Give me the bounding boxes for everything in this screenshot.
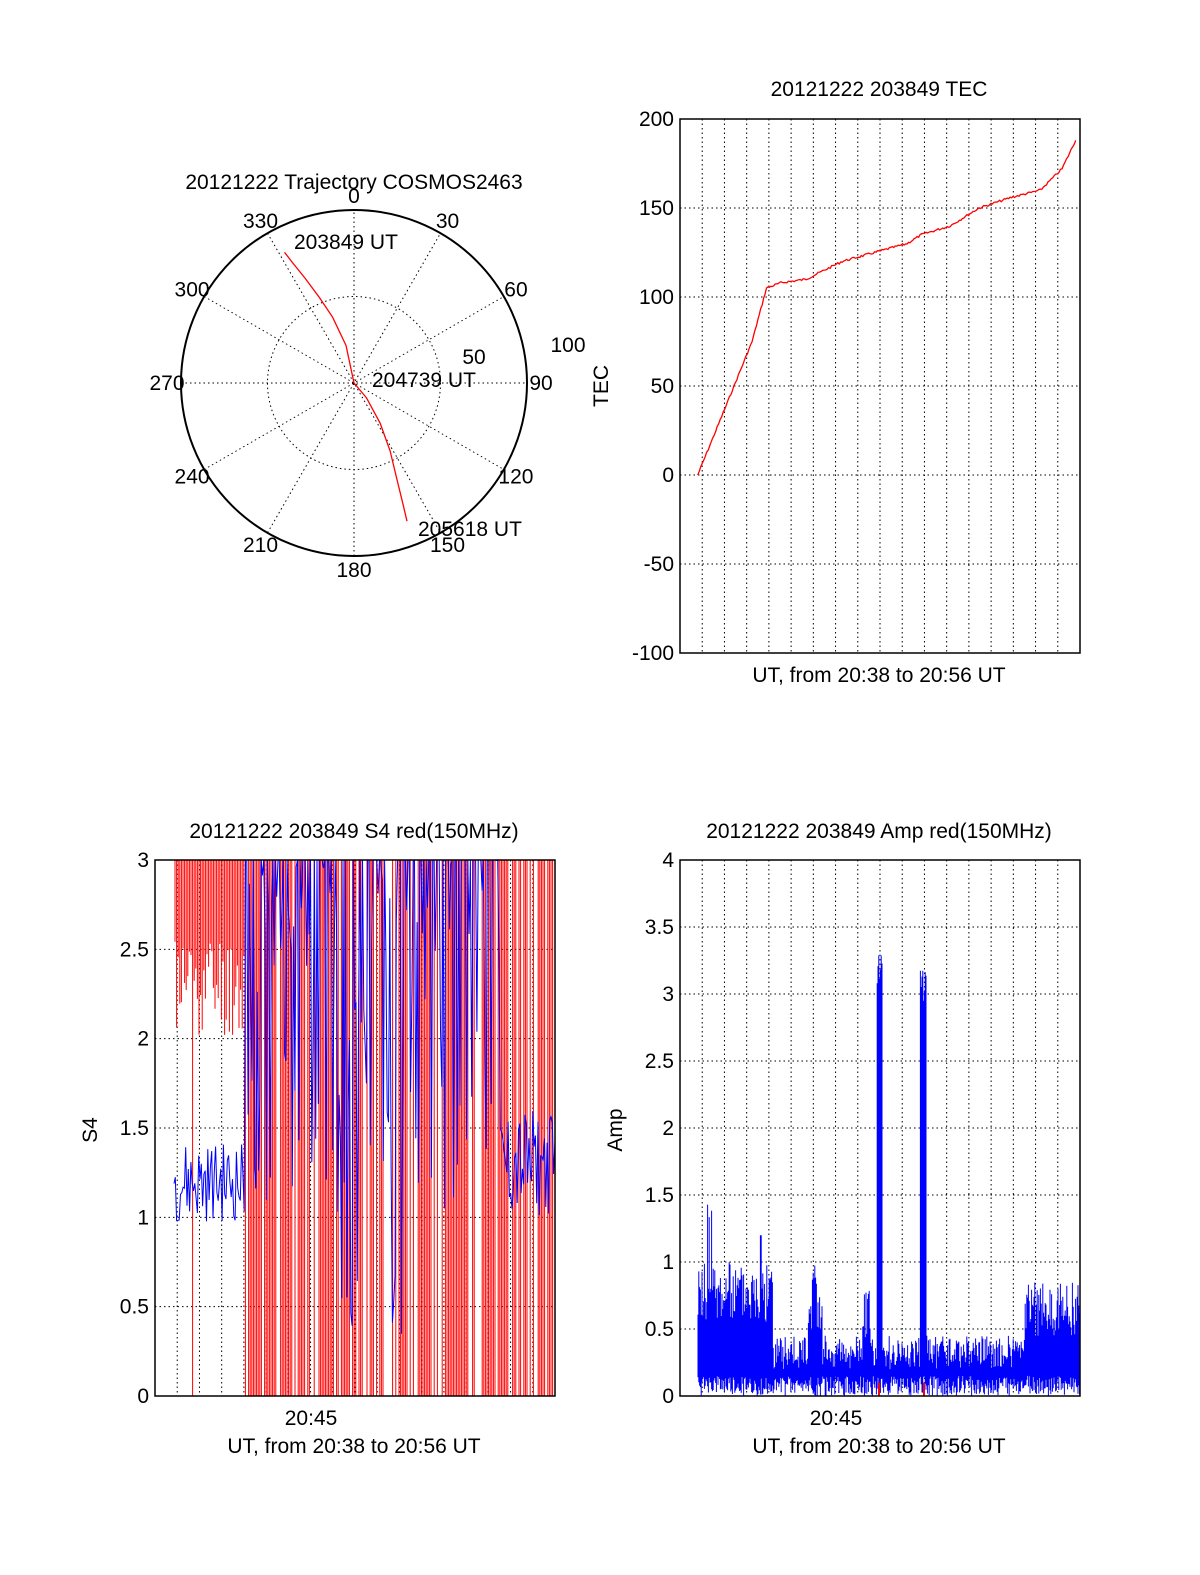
s4-y-label: S4 xyxy=(79,1117,102,1143)
tec-panel: 20121222 203849 TEC -100-50050100150200 … xyxy=(590,78,1081,687)
y-tick-label: 1.5 xyxy=(120,1117,149,1140)
amp-red-series xyxy=(878,1382,925,1396)
radial-label-50: 50 xyxy=(462,346,485,369)
polar-grid xyxy=(181,210,527,556)
radial-label-100: 100 xyxy=(550,334,585,357)
y-tick-label: 0.5 xyxy=(120,1296,149,1319)
annotation-start: 203849 UT xyxy=(294,231,398,254)
y-tick-label: 2.5 xyxy=(120,938,149,961)
y-tick-label: 1.5 xyxy=(645,1184,674,1207)
y-tick-label: 0 xyxy=(137,1385,149,1408)
s4-blue-series xyxy=(173,859,556,1334)
s4-red-spikes xyxy=(174,860,554,1396)
azimuth-label: 270 xyxy=(149,372,184,395)
y-tick-label: -50 xyxy=(644,553,674,576)
polar-spoke xyxy=(203,296,505,470)
amp-y-label: Amp xyxy=(604,1108,627,1151)
y-tick-label: 150 xyxy=(639,197,674,220)
polar-spoke xyxy=(203,296,505,470)
s4-frame xyxy=(154,859,556,1397)
y-tick-label: 3 xyxy=(662,983,674,1006)
amp-x-label: UT, from 20:38 to 20:56 UT xyxy=(752,1435,1005,1458)
tec-title: 20121222 203849 TEC xyxy=(771,78,988,101)
azimuth-label: 0 xyxy=(348,185,360,208)
azimuth-label: 150 xyxy=(430,534,465,557)
polar-outer-circle xyxy=(180,209,528,557)
trajectory-panel: 20121222 Trajectory COSMOS2463 0 30 60 90 12… xyxy=(149,171,585,582)
azimuth-labels: 0 30 60 90 120 150 180 210 240 270 300 330 xyxy=(149,185,552,582)
amp-blue-series xyxy=(697,955,1081,1396)
y-tick-label: 3.5 xyxy=(645,916,674,939)
tec-series-line xyxy=(697,140,1077,476)
y-tick-label: 2 xyxy=(137,1028,149,1051)
azimuth-label: 300 xyxy=(175,279,210,302)
azimuth-label: 120 xyxy=(498,466,533,489)
azimuth-label: 30 xyxy=(436,210,459,233)
tec-x-label: UT, from 20:38 to 20:56 UT xyxy=(752,664,1005,687)
azimuth-label: 60 xyxy=(504,279,527,302)
annotation-mid: 204739 UT xyxy=(372,369,476,392)
y-tick-label: 0.5 xyxy=(645,1318,674,1341)
amp-panel: 20121222 203849 Amp red(150MHz) 0 0.5 1 1.5… xyxy=(604,820,1081,1458)
azimuth-label: 330 xyxy=(243,210,278,233)
amp-x-tick-label: 20:45 xyxy=(810,1407,863,1430)
trajectory-track xyxy=(283,251,408,522)
tec-frame xyxy=(679,118,1081,654)
tec-y-label: TEC xyxy=(590,365,613,407)
y-tick-label: 4 xyxy=(662,849,674,872)
y-tick-label: 2 xyxy=(662,1117,674,1140)
azimuth-label: 180 xyxy=(336,559,371,582)
amp-y-tick-labels: 0 0.5 1 1.5 2 2.5 3 3.5 4 xyxy=(645,849,675,1408)
s4-panel: 20121222 203849 S4 red(150MHz) 0 0.5 1 1.5 2… xyxy=(79,820,556,1458)
y-tick-label: -100 xyxy=(632,642,674,665)
azimuth-label: 210 xyxy=(243,534,278,557)
y-tick-label: 100 xyxy=(639,286,674,309)
s4-red-series xyxy=(174,860,554,1396)
tec-y-tick-labels: -100 -50 0 50 100 150 200 xyxy=(632,108,674,665)
amp-frame xyxy=(679,859,1081,1397)
y-tick-label: 1 xyxy=(137,1206,149,1229)
annotation-end: 205618 UT xyxy=(418,518,522,541)
y-tick-label: 0 xyxy=(662,464,674,487)
y-tick-label: 0 xyxy=(662,1385,674,1408)
s4-y-tick-labels: 0 0.5 1 1.5 2 2.5 3 xyxy=(120,849,149,1408)
s4-title: 20121222 203849 S4 red(150MHz) xyxy=(189,820,518,843)
s4-x-tick-label: 20:45 xyxy=(285,1407,338,1430)
amp-title: 20121222 203849 Amp red(150MHz) xyxy=(706,820,1052,843)
y-tick-label: 50 xyxy=(651,375,674,398)
polar-spoke xyxy=(267,232,441,534)
y-tick-label: 1 xyxy=(662,1251,674,1274)
tec-grid xyxy=(680,119,1080,653)
polar-spoke xyxy=(267,232,441,534)
y-tick-label: 2.5 xyxy=(645,1050,674,1073)
y-tick-label: 200 xyxy=(639,108,674,131)
trajectory-title: 20121222 Trajectory COSMOS2463 xyxy=(185,171,522,194)
y-tick-label: 3 xyxy=(137,849,149,872)
azimuth-label: 90 xyxy=(529,372,552,395)
azimuth-label: 240 xyxy=(175,466,210,489)
s4-x-label: UT, from 20:38 to 20:56 UT xyxy=(227,1435,480,1458)
